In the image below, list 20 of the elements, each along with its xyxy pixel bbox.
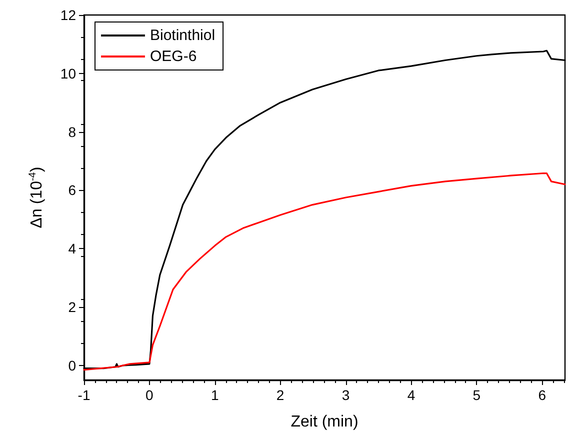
y-tick-label: 8 xyxy=(68,124,76,140)
x-tick-label: 5 xyxy=(472,387,481,403)
x-tick-label: 1 xyxy=(210,387,219,403)
y-tick-label: 10 xyxy=(60,65,76,82)
y-tick-label: 12 xyxy=(60,7,76,23)
y-tick-label: 6 xyxy=(68,182,76,198)
legend-label: Biotinthiol xyxy=(150,27,216,44)
x-tick-label: 6 xyxy=(538,387,546,403)
line-series xyxy=(83,172,566,371)
y-tick-label: 4 xyxy=(68,240,76,257)
x-tick-label: 4 xyxy=(407,387,416,403)
legend-label: OEG-6 xyxy=(150,48,197,65)
x-tick-label: 3 xyxy=(342,387,350,403)
y-tick-label: 2 xyxy=(68,299,76,315)
x-tick-label: 2 xyxy=(276,387,284,403)
y-tick-label: 0 xyxy=(68,357,76,374)
x-tick-label: -1 xyxy=(78,387,90,403)
x-axis-title: Zeit (min) xyxy=(290,414,358,430)
y-axis-title: Δn (10-4) xyxy=(28,166,46,228)
x-tick-label: 0 xyxy=(146,387,154,403)
